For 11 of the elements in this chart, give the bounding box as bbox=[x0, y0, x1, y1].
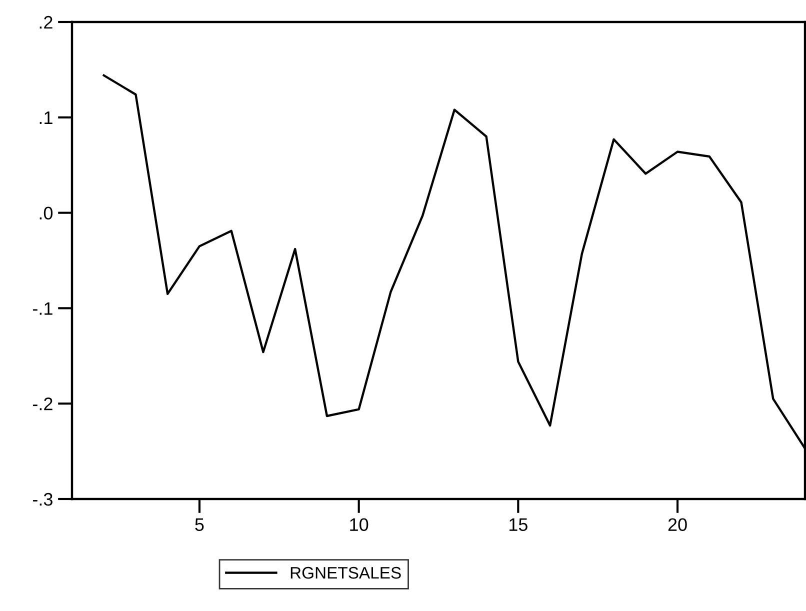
x-tick-label: 5 bbox=[195, 518, 204, 532]
x-tick-label: 20 bbox=[668, 518, 687, 532]
y-tick-label: .0 bbox=[40, 206, 53, 220]
y-tick-label: -.3 bbox=[32, 492, 52, 506]
x-tick-label: 15 bbox=[510, 518, 528, 532]
y-tick-label: .2 bbox=[40, 16, 52, 29]
x-tick-label: 10 bbox=[350, 518, 368, 532]
y-tick-label: -.2 bbox=[32, 398, 52, 410]
legend-label: RGNETSALES bbox=[290, 566, 401, 579]
y-tick-label: .1 bbox=[40, 112, 52, 124]
y-tick-label: -.1 bbox=[32, 302, 52, 315]
